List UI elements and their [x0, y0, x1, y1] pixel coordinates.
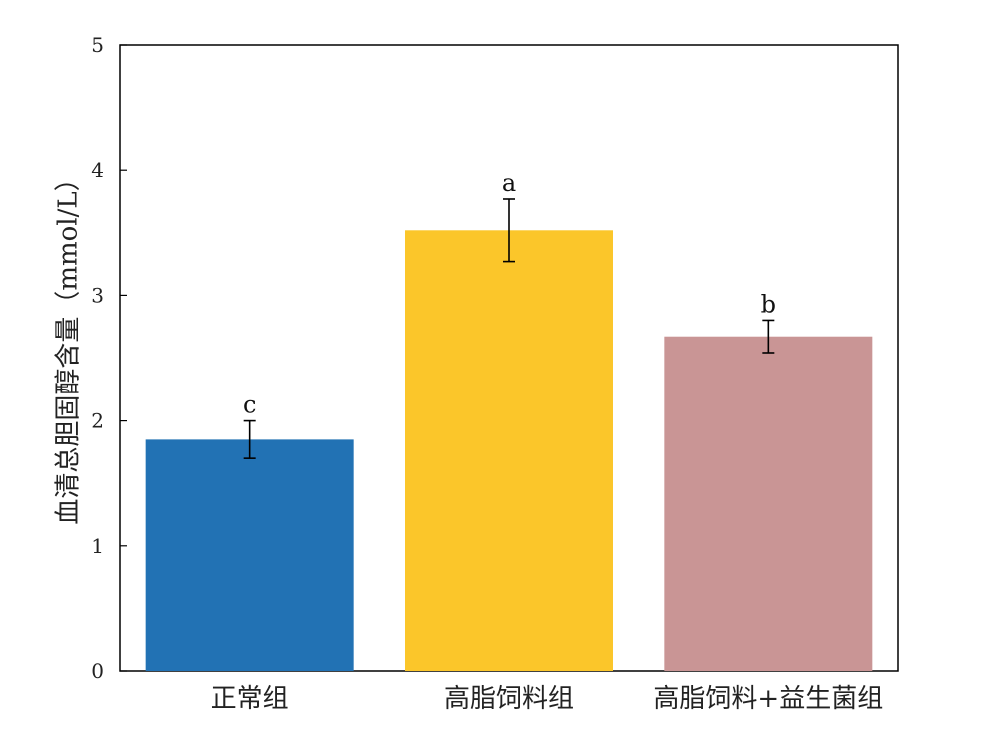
significance-label: b [761, 290, 776, 318]
x-category-label: 高脂饲料组 [444, 684, 574, 714]
y-tick-label: 2 [91, 409, 104, 433]
significance-label: a [502, 169, 516, 197]
significance-label: c [243, 391, 256, 419]
y-tick-label: 4 [91, 158, 104, 182]
y-tick-label: 3 [91, 283, 104, 307]
y-tick-label: 5 [91, 33, 104, 57]
y-axis-label: 血清总胆固醇含量（mmol/L） [53, 165, 84, 525]
y-tick-label: 1 [91, 534, 104, 558]
bar [405, 230, 613, 671]
x-category-label: 高脂饲料+益生菌组 [653, 684, 883, 714]
bar [145, 439, 354, 671]
y-tick-label: 0 [91, 659, 104, 683]
bar [664, 336, 873, 671]
x-category-label: 正常组 [211, 684, 289, 714]
